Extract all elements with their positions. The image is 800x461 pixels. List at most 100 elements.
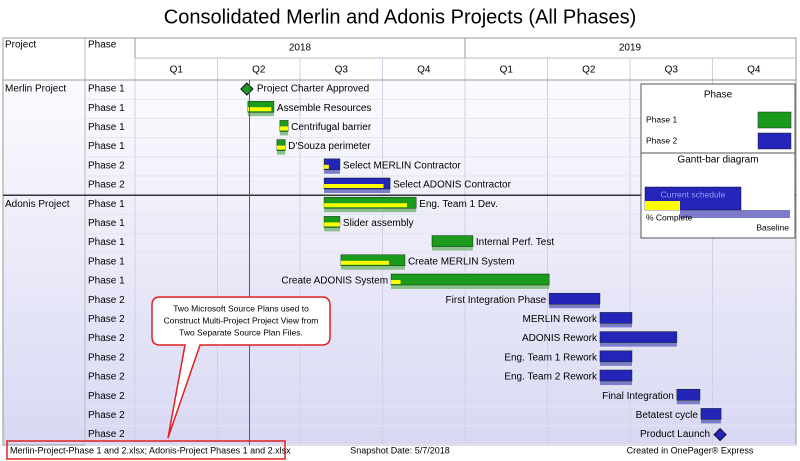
- phase-label: Phase 2: [88, 391, 125, 402]
- quarter-label: Q3: [665, 65, 679, 76]
- complete-bar: [247, 107, 272, 112]
- task-bar: [676, 388, 701, 401]
- task-label: Project Charter Approved: [257, 84, 369, 95]
- project-label: Merlin Project: [5, 84, 66, 95]
- task-label: Slider assembly: [343, 218, 414, 229]
- baseline-bar: [700, 419, 722, 424]
- legend-title: Phase: [704, 90, 733, 101]
- complete-bar: [279, 126, 289, 131]
- phase-label: Phase 1: [88, 84, 125, 95]
- complete-bar: [340, 260, 389, 265]
- legend-subtitle: Gantt-bar diagram: [677, 155, 758, 166]
- task-bar: [700, 408, 722, 420]
- task-bar: [390, 273, 550, 286]
- complete-bar: [324, 222, 340, 227]
- baseline-bar: [340, 265, 405, 270]
- task-label: Select ADONIS Contractor: [393, 180, 511, 191]
- phase-label: Phase 1: [88, 103, 125, 114]
- callout: Two Microsoft Source Plans used to Const…: [151, 296, 331, 439]
- phase-label: Phase 1: [88, 141, 125, 152]
- task-label: Eng. Team 2 Rework: [504, 372, 598, 383]
- complete-bar: [391, 280, 401, 284]
- phase-label: Phase 1: [88, 122, 125, 133]
- phase-label: Phase 2: [88, 333, 125, 344]
- quarter-label: Q2: [252, 65, 266, 76]
- phase-label: Phase 2: [88, 295, 125, 306]
- task-bar: [279, 120, 289, 132]
- legend-label: Phase 2: [646, 135, 677, 145]
- task-bar: [323, 177, 391, 190]
- task-label: MERLIN Rework: [523, 314, 598, 325]
- task-bar: [247, 100, 275, 113]
- baseline-bar: [324, 227, 340, 232]
- phase-label: Phase 2: [88, 352, 125, 363]
- baseline-bar: [276, 150, 286, 155]
- callout-text: Two Separate Source Plan Files.: [179, 327, 303, 337]
- callout-bubble: [151, 296, 331, 439]
- baseline-bar: [599, 381, 632, 385]
- column-header: Project: [5, 40, 36, 51]
- baseline-bar: [599, 323, 632, 328]
- task-bar: [431, 235, 474, 247]
- task-bar: [548, 292, 601, 305]
- legend-label: Baseline: [756, 222, 789, 232]
- footer-source: Merlin-Project-Phase 1 and 2.xlsx; Adoni…: [10, 445, 291, 455]
- phase-label: Phase 2: [88, 372, 125, 383]
- legend-label: Phase 1: [646, 114, 677, 124]
- task-bar: [323, 196, 417, 209]
- footer-snapshot: Snapshot Date: 5/7/2018: [350, 445, 450, 455]
- baseline-bar: [391, 285, 550, 289]
- task-label: Eng. Team 1 Rework: [504, 352, 598, 363]
- task-label: First Integration Phase: [446, 295, 547, 306]
- year-label: 2018: [289, 43, 312, 54]
- task-bar: [340, 254, 406, 267]
- phase-label: Phase 2: [88, 429, 125, 440]
- task-label: Internal Perf. Test: [476, 237, 554, 248]
- baseline-bar: [324, 169, 340, 174]
- task-label: Centrifugal barrier: [291, 122, 372, 133]
- baseline-bar: [549, 304, 600, 309]
- quarter-label: Q2: [582, 65, 596, 76]
- task-bar: [599, 369, 633, 382]
- task-label: Eng. Team 1 Dev.: [419, 199, 498, 210]
- highlight-box: [6, 440, 286, 460]
- task-label: Create MERLIN System: [408, 256, 515, 267]
- phase-label: Phase 1: [88, 218, 125, 229]
- phase-label: Phase 2: [88, 180, 125, 191]
- phase-label: Phase 1: [88, 276, 125, 287]
- phase-label: Phase 2: [88, 314, 125, 325]
- column-header: Phase: [88, 40, 117, 51]
- phase-label: Phase 1: [88, 199, 125, 210]
- project-label: Adonis Project: [5, 199, 70, 210]
- phase-label: Phase 2: [88, 410, 125, 421]
- phase-label: Phase 2: [88, 160, 125, 171]
- legend-swatch: [757, 111, 792, 129]
- baseline-bar: [279, 131, 289, 136]
- task-bar: [276, 139, 286, 151]
- complete-bar: [324, 184, 384, 188]
- legend-complete: [645, 201, 680, 210]
- legend-baseline: [680, 210, 790, 218]
- year-label: 2019: [619, 43, 642, 54]
- task-label: Select MERLIN Contractor: [343, 160, 461, 171]
- baseline-bar: [324, 189, 391, 193]
- baseline-bar: [599, 361, 632, 366]
- legend-swatch: [757, 132, 792, 150]
- baseline-bar: [599, 342, 677, 347]
- phase-label: Phase 1: [88, 237, 125, 248]
- complete-bar: [324, 203, 407, 208]
- quarter-label: Q4: [747, 65, 761, 76]
- task-label: Create ADONIS System: [281, 276, 388, 287]
- task-bar: [323, 158, 341, 171]
- task-bar: [323, 216, 341, 228]
- task-label: ADONIS Rework: [522, 333, 598, 344]
- task-label: D'Souza perimeter: [288, 141, 371, 152]
- milestone: [713, 427, 727, 442]
- quarter-label: Q3: [335, 65, 349, 76]
- quarter-label: Q4: [417, 65, 431, 76]
- phase-label: Phase 1: [88, 256, 125, 267]
- legend-label: Current schedule: [661, 189, 726, 199]
- task-label: Betatest cycle: [636, 410, 699, 421]
- task-label: Assemble Resources: [277, 103, 371, 114]
